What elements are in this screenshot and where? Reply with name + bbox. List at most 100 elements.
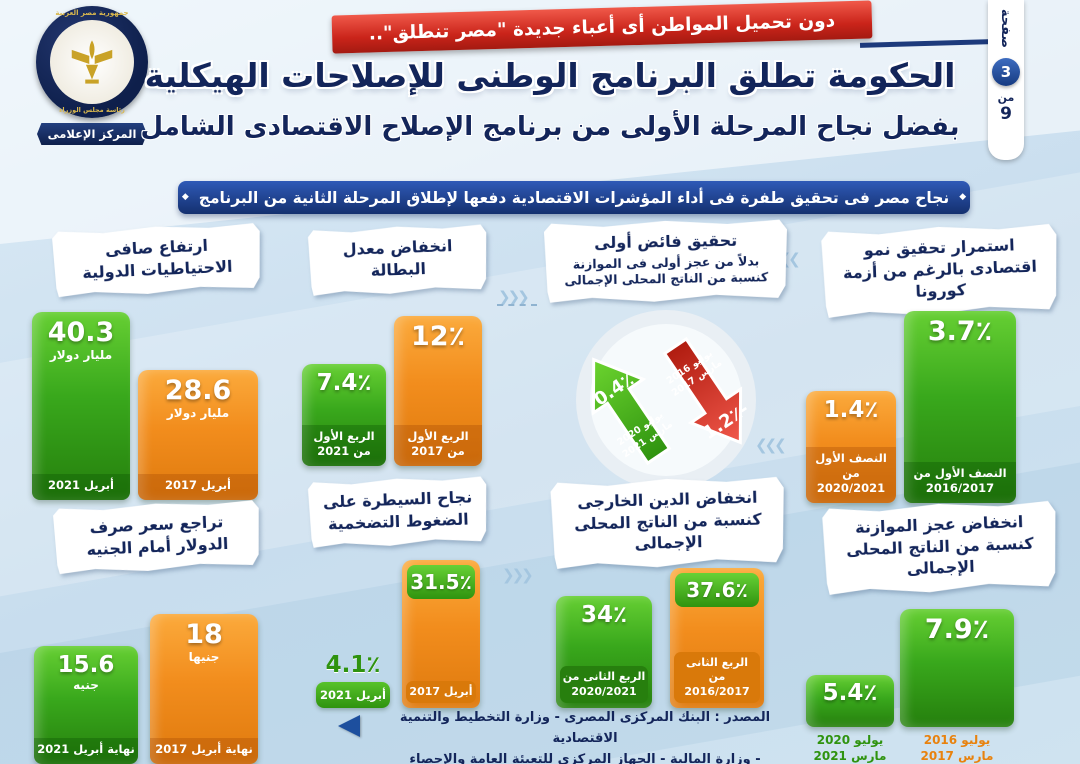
bar-reserves-2017: 28.6 مليار دولار أبريل 2017 xyxy=(138,370,258,500)
page-label: صفحة xyxy=(998,8,1014,48)
deficit-down-arrow-icon xyxy=(662,337,743,445)
bar-period: الربع الثانى من 2020/2021 xyxy=(560,666,648,703)
period-line-2: مارس 2021 xyxy=(813,748,887,763)
bar-reserves-2021: 40.3 مليار دولار أبريل 2021 xyxy=(32,312,130,500)
logo-country-text: جمهورية مصر العربية xyxy=(55,9,129,17)
chart-title: استمرار تحقيق نمو اقتصادى بالرغم من أزمة… xyxy=(819,222,1062,320)
page-total: 9 xyxy=(1000,104,1012,124)
page-subtitle: بفضل نجاح المرحلة الأولى من برنامج الإصل… xyxy=(140,112,960,142)
chart-title: تحقيق فائض أولى بدلاً من عجز أولى فى الم… xyxy=(541,218,790,305)
eagle-icon xyxy=(71,40,113,84)
media-center-ribbon: المركز الإعلامى xyxy=(37,123,147,145)
bar-budget-2020-2021: 5.4٪ يوليو 2020 مارس 2021 xyxy=(806,674,894,764)
bar-period: النصف الأول من 2016/2017 xyxy=(904,462,1016,503)
page-word-box: صفحة xyxy=(986,4,1025,52)
dashed-connector xyxy=(497,304,537,306)
page-indicator: صفحة 3 من 9 xyxy=(988,0,1024,160)
bar-value: 7.4٪ xyxy=(316,370,372,396)
bar-value: 7.9٪ xyxy=(924,613,990,645)
page-title: الحكومة تطلق البرنامج الوطنى للإصلاحات ا… xyxy=(144,56,956,95)
period-line-2: مارس 2017 xyxy=(920,748,994,763)
period-line-1: يوليو 2016 xyxy=(923,732,991,747)
source-line-2: - وزارة المالية - الجهاز المركزى للتعبئة… xyxy=(409,751,761,764)
page-of-label: من xyxy=(997,91,1015,104)
sources-footer: المصدر : البنك المركزى المصرى - وزارة ال… xyxy=(378,708,792,764)
diamond-icon: ◆ xyxy=(181,192,189,202)
logo-circle: جمهورية مصر العربية رئاسة مجلس الوزراء xyxy=(36,6,148,118)
chart-reserves: ارتفاع صافى الاحتياطيات الدولية 40.3 ملي… xyxy=(22,226,292,500)
logo-cabinet-text: رئاسة مجلس الوزراء xyxy=(59,106,125,114)
logo-inner-disc xyxy=(50,20,134,104)
bar-value: 18 xyxy=(185,619,223,650)
ribbon-tail-line xyxy=(859,39,993,48)
chart-title: انخفاض الدين الخارجى كنسبة من الناتج الم… xyxy=(548,475,788,571)
surplus-up-arrow-icon: 0.4٪ يوليو 2020 مارس 2021 xyxy=(590,357,675,466)
bar-unemployment-2017: 12٪ الربع الأول من 2017 xyxy=(394,316,482,466)
headline-banner: ◆ نجاح مصر فى تحقيق طفرة فى أداء المؤشرا… xyxy=(178,181,970,214)
bar-value: 40.3 xyxy=(47,317,115,348)
bar-budget-2016-2017: 7.9٪ يوليو 2016 مارس 2017 xyxy=(900,608,1014,764)
bar-unit: جنيه xyxy=(73,678,99,693)
primary-balance-arrows: 0.4٪ يوليو 2020 مارس 2021 يوليو 2016 مار… xyxy=(576,310,756,491)
chevron-decoration-icon: ❮❮❮ xyxy=(502,566,534,584)
bar-unit: مليار دولار xyxy=(166,406,230,421)
chart-external-debt: انخفاض الدين الخارجى كنسبة من الناتج الم… xyxy=(540,478,796,708)
bar-period: أبريل 2017 xyxy=(138,474,258,500)
chevron-decoration-icon: ❮❮❮ xyxy=(498,288,530,306)
bar-exchange-2017: 18 جنيها نهاية أبريل 2017 xyxy=(150,614,258,764)
bar-exchange-2021: 15.6 جنيه نهاية أبريل 2021 xyxy=(34,646,138,764)
bar-period: نهاية أبريل 2017 xyxy=(150,738,258,764)
arrows-circle-inner xyxy=(590,324,742,477)
bar-value: 3.7٪ xyxy=(927,316,993,347)
bar-unit: جنيها xyxy=(188,650,220,665)
bar-value: 5.4٪ xyxy=(822,679,878,706)
bar-unit: مليار دولار xyxy=(49,348,113,363)
bar-shape: 5.4٪ xyxy=(806,674,894,727)
chart-title: انخفاض عجز الموازنة كنسبة من الناتج المح… xyxy=(820,499,1061,597)
government-logo: جمهورية مصر العربية رئاسة مجلس الوزراء ا… xyxy=(28,6,156,145)
bar-value: 34٪ xyxy=(580,602,628,628)
chart-title: انخفاض معدل البطالة xyxy=(306,223,490,297)
bar-shape: 7.9٪ xyxy=(900,608,1014,727)
bar-growth-2020-2021: 1.4٪ النصف الأول من 2020/2021 xyxy=(806,391,896,503)
chart-budget-deficit: انخفاض عجز الموازنة كنسبة من الناتج المح… xyxy=(804,503,1076,764)
bar-value: 4.1٪ xyxy=(325,652,381,678)
bar-period: الربع الأول من 2017 xyxy=(394,425,482,466)
bar-value: 31.5٪ xyxy=(407,565,475,599)
chart-title-sub: بدلاً من عجز أولى فى الموازنة كنسبة من ا… xyxy=(564,252,769,289)
chart-title: ارتفاع صافى الاحتياطيات الدولية xyxy=(50,221,265,298)
chart-growth: استمرار تحقيق نمو اقتصادى بالرغم من أزمة… xyxy=(804,226,1076,503)
bar-period: النصف الأول من 2020/2021 xyxy=(806,447,896,503)
bar-external-debt-2020-2021: 34٪ الربع الثانى من 2020/2021 xyxy=(556,596,652,708)
bar-period: الربع الثانى من 2016/2017 xyxy=(674,652,760,703)
bar-unemployment-2021: 7.4٪ الربع الأول من 2021 xyxy=(302,364,386,466)
headline-ribbon: دون تحميل المواطن أى أعباء جديدة "مصر تن… xyxy=(331,0,873,54)
source-line-1: المصدر : البنك المركزى المصرى - وزارة ال… xyxy=(399,710,771,746)
bar-value: 37.6٪ xyxy=(675,573,759,607)
banner-text: نجاح مصر فى تحقيق طفرة فى أداء المؤشرات … xyxy=(198,188,950,207)
bar-period: أبريل 2021 xyxy=(316,682,390,708)
bar-period: نهاية أبريل 2021 xyxy=(34,738,138,764)
bar-period: يوليو 2020 مارس 2021 xyxy=(806,732,894,764)
chart-title-main: تحقيق فائض أولى xyxy=(593,230,738,253)
bar-inflation-2017: 31.5٪ أبريل 2017 xyxy=(402,560,480,708)
diamond-icon: ◆ xyxy=(959,192,967,202)
chart-exchange-rate: تراجع سعر صرف الدولار أمام الجنيه 18 جني… xyxy=(22,503,292,764)
chart-title: تراجع سعر صرف الدولار أمام الجنيه xyxy=(51,498,264,575)
bar-inflation-2021: 4.1٪ أبريل 2021 xyxy=(316,652,390,708)
bar-value: 28.6 xyxy=(164,375,232,406)
source-marker-icon xyxy=(338,715,360,737)
bar-value: 1.4٪ xyxy=(823,397,879,423)
page-number-badge: 3 xyxy=(992,58,1020,86)
bar-growth-2016-2017: 3.7٪ النصف الأول من 2016/2017 xyxy=(904,311,1016,503)
bar-external-debt-2016-2017: 37.6٪ الربع الثانى من 2016/2017 xyxy=(670,568,764,708)
bar-value: 15.6 xyxy=(57,652,115,678)
chart-title: نجاح السيطرة على الضغوط التضخمية xyxy=(306,475,490,549)
chart-primary-balance: تحقيق فائض أولى بدلاً من عجز أولى فى الم… xyxy=(536,218,796,491)
bar-period: أبريل 2017 xyxy=(406,680,476,703)
period-line-1: يوليو 2020 xyxy=(816,732,884,747)
chart-unemployment: انخفاض معدل البطالة 12٪ الربع الأول من 2… xyxy=(300,226,496,466)
bar-period: الربع الأول من 2021 xyxy=(302,425,386,466)
bar-period: يوليو 2016 مارس 2017 xyxy=(900,732,1014,764)
